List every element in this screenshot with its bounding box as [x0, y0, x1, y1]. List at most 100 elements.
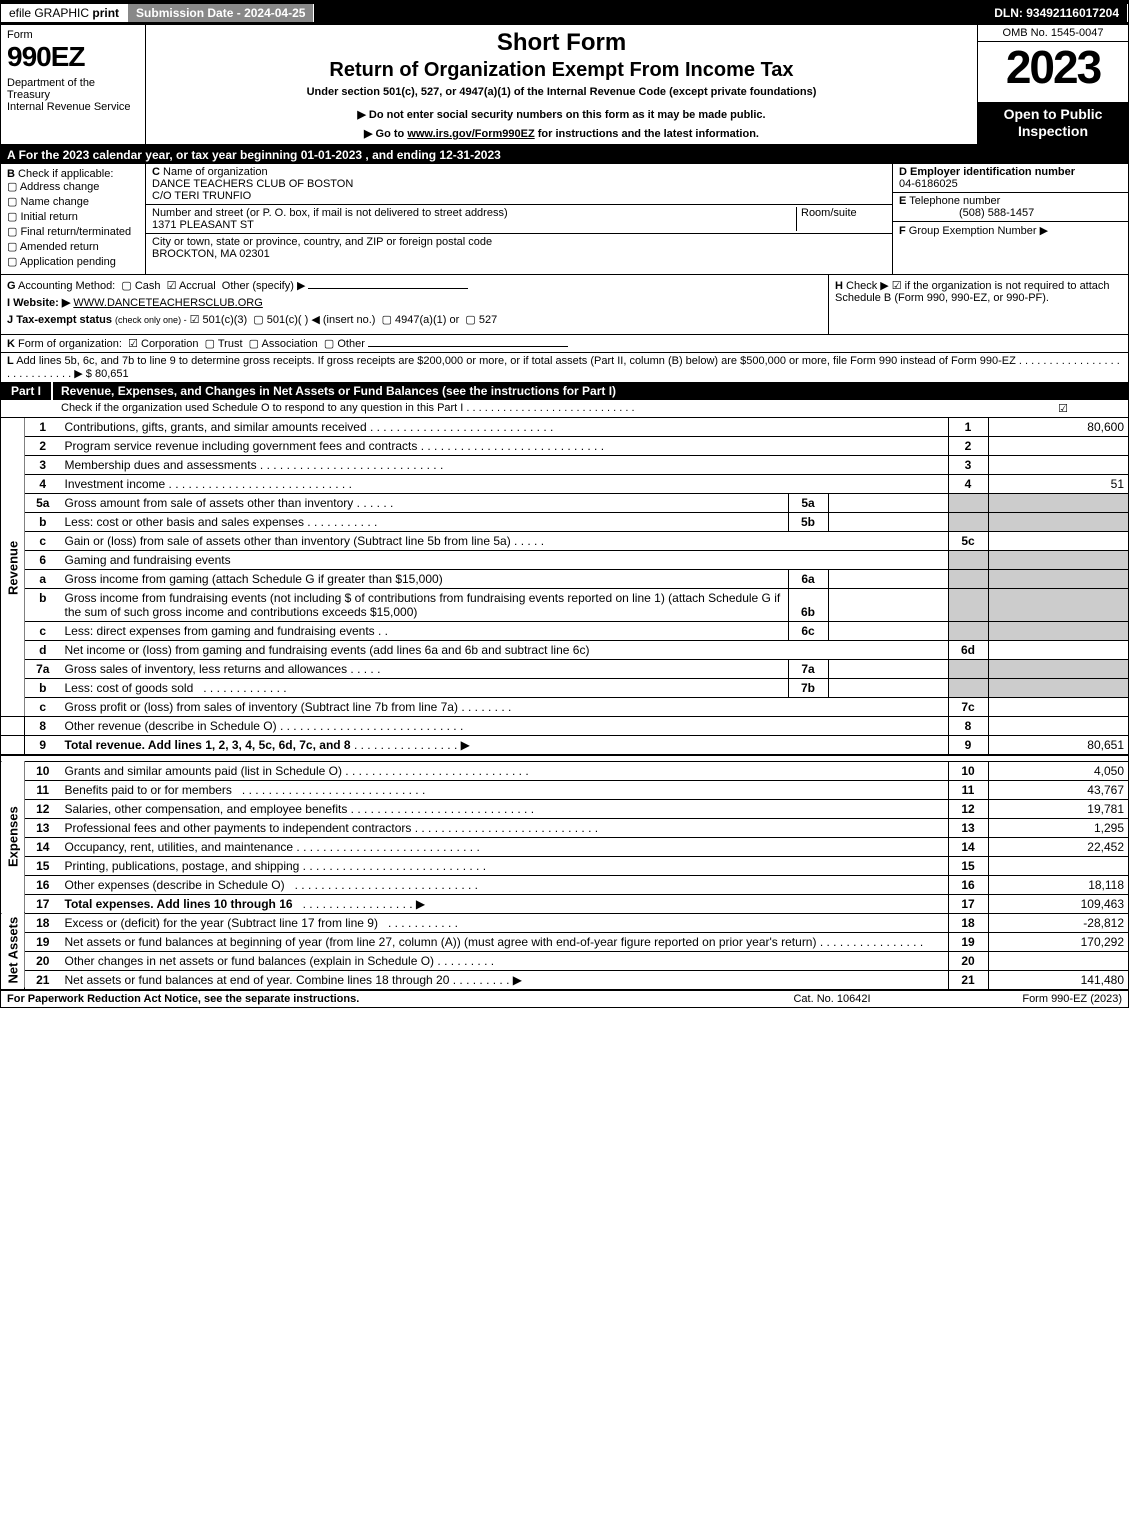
c-street-row: Number and street (or P. O. box, if mail… — [146, 205, 892, 234]
cb-cash[interactable] — [121, 280, 134, 292]
cb-trust[interactable] — [205, 338, 218, 350]
cb-other[interactable] — [324, 338, 337, 350]
cb-4947[interactable] — [382, 314, 395, 326]
cb-schedule-o[interactable] — [1058, 402, 1068, 415]
section-b: B Check if applicable: Address change Na… — [1, 164, 146, 274]
cb-accrual[interactable] — [167, 280, 179, 292]
line-9: 9Total revenue. Add lines 1, 2, 3, 4, 5c… — [1, 736, 1128, 756]
ln1-desc: Contributions, gifts, grants, and simila… — [61, 418, 949, 437]
row-i: I Website: ▶ WWW.DANCETEACHERSCLUB.ORG — [7, 296, 822, 309]
other-specify-input[interactable] — [308, 288, 468, 289]
line-5b: bLess: cost or other basis and sales exp… — [1, 513, 1128, 532]
opt-4947: 4947(a)(1) or — [395, 314, 459, 326]
opt-association: Association — [262, 338, 318, 350]
street-label: Number and street (or P. O. box, if mail… — [152, 207, 508, 219]
opt-501c3: 501(c)(3) — [203, 314, 248, 326]
irs-link[interactable]: www.irs.gov/Form990EZ — [407, 128, 534, 140]
section-de: D Employer identification number 04-6186… — [893, 164, 1128, 274]
tax-year: 2023 — [978, 42, 1128, 102]
c-name-label: Name of organization — [163, 166, 268, 178]
row-h: H Check ▶ ☑ if the organization is not r… — [828, 275, 1128, 334]
label-j: J — [7, 314, 13, 326]
label-e: E — [899, 195, 906, 207]
print-button-label[interactable]: print — [92, 6, 119, 20]
tax-exempt-label: Tax-exempt status — [16, 314, 112, 326]
cb-initial-return[interactable]: Initial return — [7, 210, 139, 223]
other-org-input[interactable] — [368, 346, 568, 347]
check-only-one: (check only one) - — [115, 315, 187, 325]
line-5c: cGain or (loss) from sale of assets othe… — [1, 532, 1128, 551]
l-amount-prefix: ▶ $ — [74, 368, 92, 380]
website-value[interactable]: WWW.DANCETEACHERSCLUB.ORG — [73, 297, 262, 309]
group-exemption-label: Group Exemption Number ▶ — [909, 225, 1048, 237]
block-bcdef: B Check if applicable: Address change Na… — [1, 164, 1128, 275]
cb-501c3[interactable] — [190, 314, 203, 326]
h-text: Check ▶ ☑ if the organization is not req… — [835, 280, 1110, 304]
row-g: G Accounting Method: Cash Accrual Other … — [7, 279, 822, 292]
line-13: 13Professional fees and other payments t… — [1, 818, 1128, 837]
city-label: City or town, state or province, country… — [152, 236, 492, 248]
cb-association[interactable] — [249, 338, 262, 350]
department-label: Department of the Treasury Internal Reve… — [7, 77, 139, 113]
vlabel-revenue: Revenue — [1, 418, 25, 717]
cb-amended-return[interactable]: Amended return — [7, 240, 139, 253]
ein-value: 04-6186025 — [899, 178, 958, 190]
line-6c: cLess: direct expenses from gaming and f… — [1, 622, 1128, 641]
row-k: K Form of organization: Corporation Trus… — [1, 335, 1128, 353]
footer-right: Form 990-EZ (2023) — [942, 993, 1122, 1005]
cb-address-change[interactable]: Address change — [7, 180, 139, 193]
line-20: 20Other changes in net assets or fund ba… — [1, 951, 1128, 970]
row-ghij: G Accounting Method: Cash Accrual Other … — [1, 275, 1128, 335]
return-title: Return of Organization Exempt From Incom… — [154, 59, 969, 82]
header-mid: Short Form Return of Organization Exempt… — [146, 25, 978, 144]
dln-label: DLN: 93492116017204 — [986, 4, 1128, 22]
cash-label: Cash — [135, 280, 161, 292]
opt-trust: Trust — [218, 338, 243, 350]
cb-corporation[interactable] — [128, 338, 141, 350]
line-6a: aGross income from gaming (attach Schedu… — [1, 570, 1128, 589]
under-section: Under section 501(c), 527, or 4947(a)(1)… — [154, 86, 969, 98]
cb-application-pending[interactable]: Application pending — [7, 255, 139, 268]
line-6d: dNet income or (loss) from gaming and fu… — [1, 641, 1128, 660]
part1-header: Part I Revenue, Expenses, and Changes in… — [1, 382, 1128, 400]
label-f: F — [899, 225, 906, 237]
header-right: OMB No. 1545-0047 2023 Open to Public In… — [978, 25, 1128, 144]
section-c: C Name of organization DANCE TEACHERS CL… — [146, 164, 893, 274]
street-value: 1371 PLEASANT ST — [152, 219, 254, 231]
form-word: Form — [7, 29, 139, 41]
row-l: L Add lines 5b, 6c, and 7b to line 9 to … — [1, 353, 1128, 382]
omb-number: OMB No. 1545-0047 — [978, 25, 1128, 42]
section-f: F Group Exemption Number ▶ — [893, 222, 1128, 239]
line-7b: bLess: cost of goods sold . . . . . . . … — [1, 679, 1128, 698]
form-org-label: Form of organization: — [18, 338, 122, 350]
ln1-val: 80,600 — [988, 418, 1128, 437]
form-header: Form 990EZ Department of the Treasury In… — [1, 25, 1128, 146]
line-5a: 5aGross amount from sale of assets other… — [1, 494, 1128, 513]
line-17: 17Total expenses. Add lines 10 through 1… — [1, 894, 1128, 913]
line-7a: 7aGross sales of inventory, less returns… — [1, 660, 1128, 679]
cb-final-return[interactable]: Final return/terminated — [7, 225, 139, 238]
ln1-rn: 1 — [948, 418, 988, 437]
line-10: Expenses 10Grants and similar amounts pa… — [1, 761, 1128, 780]
line-14: 14Occupancy, rent, utilities, and mainte… — [1, 837, 1128, 856]
phone-label: Telephone number — [909, 195, 1000, 207]
part1-title: Revenue, Expenses, and Changes in Net As… — [53, 382, 1128, 400]
cb-501c[interactable] — [253, 314, 266, 326]
line-2: 2Program service revenue including gover… — [1, 437, 1128, 456]
submission-date: Submission Date - 2024-04-25 — [128, 4, 314, 22]
opt-other: Other — [337, 338, 365, 350]
label-d: D — [899, 166, 907, 178]
l-amount: 80,651 — [95, 368, 129, 380]
efile-label: efile GRAPHIC print — [1, 4, 128, 22]
cb-527[interactable] — [465, 314, 478, 326]
org-co: C/O TERI TRUNFIO — [152, 190, 251, 202]
row-j: J Tax-exempt status (check only one) - 5… — [7, 313, 822, 326]
footer-left: For Paperwork Reduction Act Notice, see … — [7, 993, 722, 1005]
efile-text: efile GRAPHIC — [9, 6, 89, 20]
line-19: 19Net assets or fund balances at beginni… — [1, 932, 1128, 951]
section-d: D Employer identification number 04-6186… — [893, 164, 1128, 193]
cb-name-change[interactable]: Name change — [7, 195, 139, 208]
row-a: A For the 2023 calendar year, or tax yea… — [1, 146, 1128, 164]
label-a: A — [7, 148, 15, 162]
page-footer: For Paperwork Reduction Act Notice, see … — [1, 989, 1128, 1007]
